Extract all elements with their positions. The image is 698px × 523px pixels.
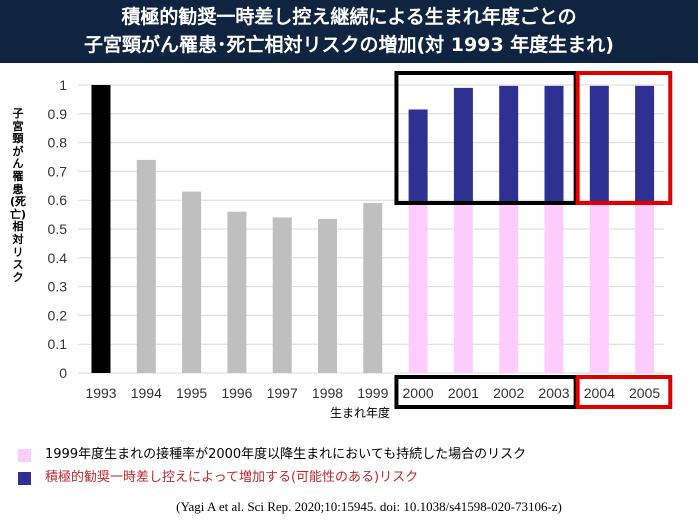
x-tick-label: 2005 bbox=[629, 385, 660, 401]
title-bar: 積極的勧奨一時差し控え継続による生まれ年度ごとの 子宮頸がん罹患･死亡相対リスク… bbox=[0, 0, 698, 63]
data-bar bbox=[363, 203, 383, 373]
y-tick-label: 0 bbox=[59, 365, 67, 381]
increase-bar bbox=[453, 87, 473, 204]
data-bar bbox=[136, 159, 156, 373]
x-tick-label: 2001 bbox=[448, 385, 479, 401]
x-tick-label: 1993 bbox=[85, 385, 116, 401]
y-tick-label: 0.3 bbox=[48, 279, 68, 295]
baseline-bar bbox=[635, 203, 655, 373]
highlight-box-years bbox=[575, 375, 673, 409]
legend-label-baseline: 1999年度生まれの接種率が2000年度以降生まれにおいても持続した場合のリスク bbox=[45, 447, 527, 462]
data-bar bbox=[272, 217, 292, 373]
x-tick-label: 2004 bbox=[584, 385, 615, 401]
baseline-bar bbox=[544, 203, 564, 373]
x-tick-label: 1999 bbox=[357, 385, 388, 401]
legend-swatch-baseline bbox=[18, 449, 31, 462]
increase-bar bbox=[544, 85, 564, 204]
citation: (Yagi A et al. Sci Rep. 2020;10:15945. d… bbox=[176, 499, 562, 514]
baseline-bar bbox=[589, 203, 609, 373]
y-tick-label: 0.1 bbox=[48, 336, 68, 352]
y-tick-label: 0.5 bbox=[48, 221, 68, 237]
increase-bar bbox=[589, 85, 609, 204]
highlight-box-bars bbox=[575, 71, 673, 205]
chart-title-line-2: 子宮頸がん罹患･死亡相対リスクの増加(対 1993 年度生まれ) bbox=[84, 34, 614, 56]
legend-label-increase: 積極的勧奨一時差し控えによって増加する(可能性のある)リスク bbox=[45, 470, 419, 485]
chart-title-line-1: 積極的勧奨一時差し控え継続による生まれ年度ごとの bbox=[121, 6, 577, 28]
data-bar bbox=[182, 191, 202, 373]
y-tick-label: 0.4 bbox=[48, 250, 68, 266]
x-tick-label: 1995 bbox=[176, 385, 207, 401]
baseline-bar bbox=[499, 203, 519, 373]
increase-bar bbox=[408, 109, 428, 204]
x-axis-title: 生まれ年度 bbox=[330, 405, 390, 420]
x-tick-label: 2000 bbox=[403, 385, 434, 401]
x-tick-label: 1997 bbox=[267, 385, 298, 401]
x-tick-label: 1994 bbox=[131, 385, 162, 401]
x-tick-label: 1998 bbox=[312, 385, 343, 401]
x-tick-label: 1996 bbox=[221, 385, 252, 401]
baseline-bar bbox=[453, 203, 473, 373]
y-tick-label: 1 bbox=[59, 77, 67, 93]
y-tick-label: 0.7 bbox=[48, 163, 68, 179]
increase-bar bbox=[499, 85, 519, 204]
y-tick-label: 0.9 bbox=[48, 106, 68, 122]
y-tick-label: 0.2 bbox=[48, 307, 68, 323]
baseline-bar bbox=[408, 203, 428, 373]
x-tick-label: 2002 bbox=[493, 385, 524, 401]
y-tick-label: 0.6 bbox=[48, 192, 68, 208]
data-bar bbox=[91, 85, 111, 373]
legend-swatch-increase bbox=[18, 472, 31, 485]
increase-bar bbox=[635, 85, 655, 204]
y-tick-label: 0.8 bbox=[48, 135, 68, 151]
data-bar bbox=[318, 218, 337, 373]
x-tick-label: 2003 bbox=[538, 385, 569, 401]
y-axis-label: 子宮頸がん罹患(死亡)相対リスク bbox=[10, 107, 27, 284]
data-bar bbox=[227, 211, 247, 373]
